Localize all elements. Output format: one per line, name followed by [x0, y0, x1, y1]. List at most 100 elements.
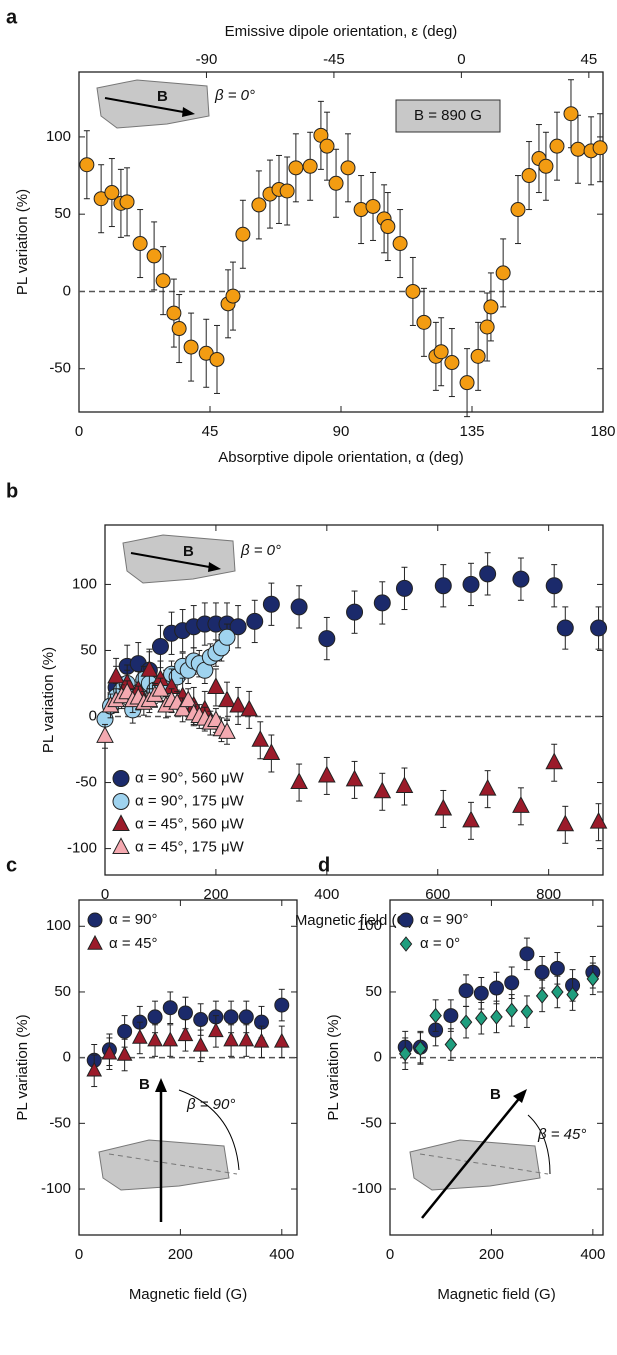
- field-arrow: [130, 552, 216, 569]
- data-point: [79, 157, 95, 173]
- data-point: [479, 565, 497, 583]
- x-tick-label: 0: [75, 1246, 83, 1263]
- data-point: [288, 160, 304, 176]
- data-point: [462, 575, 480, 593]
- axis-line: [419, 1153, 549, 1175]
- y-tick-label: -50: [360, 1114, 382, 1131]
- data-point: [171, 321, 187, 337]
- field-box-label: B = 890 G: [414, 107, 482, 124]
- legend-label: α = 45°, 560 μW: [135, 815, 245, 832]
- data-point: [490, 1009, 503, 1025]
- panel-letter: a: [6, 6, 18, 28]
- plot-frame: [78, 899, 298, 1236]
- plot-frame: [389, 899, 604, 1236]
- legend-label: α = 0°: [420, 935, 460, 952]
- data-point: [470, 348, 486, 364]
- field-label: B: [157, 88, 168, 105]
- x-tick-label: 800: [536, 886, 561, 903]
- y-tick-label: 50: [365, 983, 382, 1000]
- y-axis-label: PL variation (%): [14, 189, 31, 295]
- data-point: [246, 612, 264, 630]
- field-box: [395, 99, 501, 133]
- data-point: [549, 138, 565, 154]
- y-axis-label: PL variation (%): [325, 1014, 342, 1120]
- data-point: [510, 202, 526, 218]
- data-point: [229, 695, 247, 713]
- data-point: [328, 175, 344, 191]
- data-point: [119, 194, 135, 210]
- data-point: [458, 983, 474, 999]
- angle-arc: [178, 1089, 240, 1171]
- x-axis-label: Magnetic field (G): [437, 1286, 555, 1303]
- data-point: [193, 1012, 209, 1028]
- arrow-head: [155, 1078, 167, 1092]
- data-point: [238, 1009, 254, 1025]
- sample-shape: [96, 79, 210, 129]
- data-point: [512, 570, 530, 588]
- x2-tick-label: -90: [196, 51, 218, 68]
- data-point: [317, 765, 336, 783]
- data-point: [177, 1026, 194, 1042]
- data-point: [373, 594, 391, 612]
- data-point: [147, 1009, 163, 1025]
- data-point: [563, 106, 579, 122]
- x-axis-label: Absorptive dipole orientation, α (deg): [218, 449, 463, 466]
- data-point: [207, 677, 225, 694]
- data-point: [262, 743, 281, 760]
- y-tick-label: -50: [75, 774, 97, 791]
- data-point: [405, 283, 421, 299]
- field-arrow: [104, 97, 190, 114]
- data-point: [512, 796, 530, 813]
- angle-label: β = 0°: [214, 87, 255, 104]
- data-point: [132, 236, 148, 252]
- data-point: [414, 1040, 427, 1057]
- legend-label: α = 45°: [109, 935, 157, 952]
- data-point: [416, 314, 432, 330]
- data-point: [346, 603, 364, 621]
- data-point: [444, 355, 460, 371]
- data-point: [475, 1010, 488, 1027]
- legend-marker: [112, 793, 130, 810]
- data-point: [96, 726, 114, 743]
- data-point: [192, 1036, 209, 1052]
- x-tick-label: 0: [101, 886, 109, 903]
- data-point: [478, 778, 497, 796]
- y-tick-label: 0: [63, 1049, 71, 1066]
- data-point: [253, 1032, 270, 1048]
- sample-shape: [122, 534, 236, 584]
- data-point: [340, 160, 356, 176]
- arrow-head: [208, 562, 221, 572]
- data-point: [162, 1031, 179, 1047]
- y-tick-label: -100: [41, 1180, 71, 1197]
- x2-tick-label: 45: [580, 51, 597, 68]
- y-tick-label: 100: [72, 575, 97, 592]
- data-point: [132, 1028, 148, 1044]
- data-point: [223, 1009, 239, 1025]
- data-point: [218, 722, 236, 739]
- data-point: [535, 988, 549, 1004]
- x-axis-label: Magnetic field (G): [129, 1286, 247, 1303]
- data-point: [116, 1045, 133, 1061]
- data-point: [443, 1008, 459, 1024]
- data-point: [462, 810, 480, 828]
- y-tick-label: -50: [49, 360, 71, 377]
- y-tick-label: 50: [54, 983, 71, 1000]
- data-point: [218, 690, 236, 708]
- panel-letter: d: [318, 854, 330, 876]
- x-tick-label: 600: [425, 886, 450, 903]
- x-tick-label: 0: [75, 423, 83, 440]
- x-axis-label: Magnetic field (G): [295, 912, 413, 929]
- legend-marker: [112, 814, 130, 831]
- data-point: [398, 1045, 412, 1062]
- data-point: [519, 946, 535, 962]
- angle-label: β = 45°: [537, 1126, 586, 1143]
- legend-label: α = 90°: [109, 911, 157, 928]
- inset-sketch: Bβ = 90°: [98, 1076, 240, 1222]
- inset-sketch: Bβ = 45°: [409, 1086, 586, 1219]
- legend-marker: [112, 837, 130, 854]
- x-tick-label: 400: [314, 886, 339, 903]
- data-point: [104, 185, 120, 201]
- data-point: [318, 630, 336, 648]
